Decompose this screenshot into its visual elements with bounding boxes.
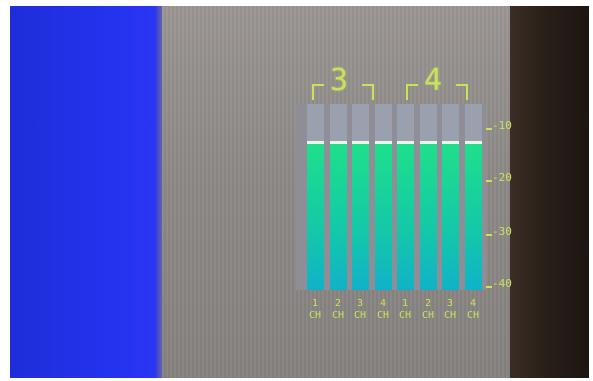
blue-panel [10,6,158,378]
channel-tag: CH [308,310,322,321]
peak-indicator [307,141,324,144]
group-bracket-left [406,84,418,100]
scale-tick [486,180,492,182]
level-meter-fill [420,141,437,290]
scale-tick [486,286,492,288]
level-meter-fill [352,141,369,290]
level-meter-bar [397,104,414,290]
group-bracket-left [312,84,324,100]
camera-photo [10,6,589,378]
channel-number: 4 [379,298,387,309]
peak-indicator [375,141,392,144]
level-meter-fill [330,141,347,290]
channel-number: 3 [356,298,364,309]
channel-tag: CH [398,310,412,321]
peak-indicator [442,141,459,144]
peak-indicator [330,141,347,144]
group-label-4: 4 [424,63,443,98]
group-bracket-right [362,84,374,100]
peak-indicator [465,141,482,144]
channel-number: 1 [401,298,409,309]
level-meter-fill [442,141,459,290]
scale-tick [486,128,492,130]
level-meter-fill [397,141,414,290]
channel-tag: CH [443,310,457,321]
level-meter-bar [420,104,437,290]
scale-label: -30 [492,225,512,238]
channel-number: 4 [469,298,477,309]
group-label-3: 3 [330,63,349,98]
channel-tag: CH [466,310,480,321]
peak-indicator [397,141,414,144]
level-meter-fill [375,141,392,290]
channel-tag: CH [353,310,367,321]
level-meter-fill [465,141,482,290]
level-meter-bar [352,104,369,290]
peak-indicator [420,141,437,144]
channel-number: 1 [311,298,319,309]
channel-tag: CH [331,310,345,321]
channel-number: 3 [446,298,454,309]
scale-label: -10 [492,119,512,132]
level-meter-bar [375,104,392,290]
channel-tag: CH [376,310,390,321]
channel-number: 2 [334,298,342,309]
scale-tick [486,234,492,236]
scale-label: -20 [492,171,512,184]
channel-tag: CH [421,310,435,321]
level-meter-bar [330,104,347,290]
peak-indicator [352,141,369,144]
level-meter-bar [442,104,459,290]
channel-number: 2 [424,298,432,309]
scale-label: -40 [492,277,512,290]
level-meter-bar [465,104,482,290]
group-bracket-right [456,84,468,100]
panel-edge [156,6,166,378]
level-meter-bar [307,104,324,290]
monitor-bezel [510,6,589,378]
level-meter-fill [307,141,324,290]
